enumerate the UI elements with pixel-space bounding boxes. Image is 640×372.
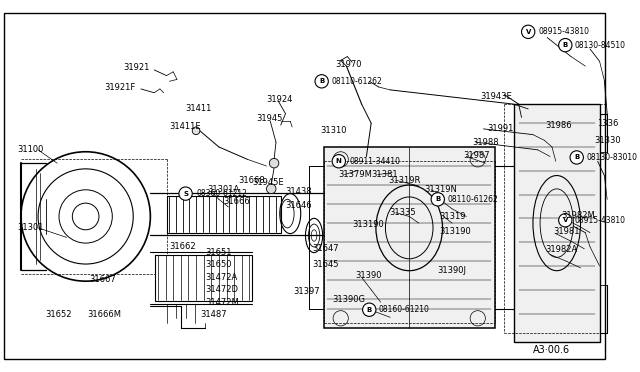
Text: 31666: 31666 [223,197,250,206]
Text: 31379M: 31379M [338,170,372,179]
Text: 31397: 31397 [293,287,320,296]
Text: 313190: 313190 [352,219,384,228]
Circle shape [570,151,584,164]
FancyBboxPatch shape [514,104,600,342]
Text: 31411E: 31411E [170,122,201,131]
Text: B: B [435,196,440,202]
Circle shape [192,127,200,135]
Text: 31330: 31330 [594,136,620,145]
Circle shape [522,25,535,38]
Text: 31472D: 31472D [205,285,239,294]
Text: 31472A: 31472A [205,273,238,282]
Text: 31381: 31381 [371,170,398,179]
Text: 31647: 31647 [312,244,339,253]
Text: 31472M: 31472M [205,298,239,307]
Text: V: V [525,29,531,35]
Circle shape [559,38,572,52]
Text: 31945E: 31945E [252,178,284,187]
Text: 313190: 313190 [440,227,472,236]
Text: 08110-61262: 08110-61262 [447,195,498,204]
Text: 08360-61212: 08360-61212 [196,189,247,198]
Text: 31986: 31986 [545,121,572,129]
Text: 08130-84510: 08130-84510 [575,41,626,49]
Bar [166,196,281,232]
Text: 31301A: 31301A [207,185,240,194]
Text: 08915-43810: 08915-43810 [575,216,626,225]
FancyBboxPatch shape [324,147,495,328]
Circle shape [363,303,376,316]
Text: 31319R: 31319R [388,176,420,185]
Text: B: B [367,307,372,313]
Circle shape [431,193,444,206]
Text: 31335: 31335 [389,208,416,217]
Text: 31319: 31319 [440,212,466,221]
Text: 1336: 1336 [596,119,618,128]
Text: 31943E: 31943E [481,92,513,101]
Text: 31487: 31487 [200,310,227,319]
Circle shape [315,75,328,88]
Text: 31970: 31970 [335,60,362,69]
Text: 08110-61262: 08110-61262 [331,77,382,86]
Text: 08911-34410: 08911-34410 [349,157,400,166]
Text: B: B [319,78,324,84]
Text: 31662: 31662 [170,243,196,251]
Text: 31666M: 31666M [88,310,122,319]
Text: 31650: 31650 [205,260,232,269]
Text: V: V [563,217,568,223]
Text: 31667: 31667 [90,275,116,284]
Text: 31652: 31652 [45,310,72,319]
Text: 31100: 31100 [17,145,44,154]
Text: S: S [183,190,188,197]
Text: 31924: 31924 [266,95,293,104]
Circle shape [332,155,346,168]
Text: 08130-83010: 08130-83010 [586,153,637,162]
Text: 31668: 31668 [238,176,265,185]
Text: 08915-43810: 08915-43810 [539,27,589,36]
Circle shape [269,158,279,168]
Text: B: B [574,154,579,160]
Text: 31645: 31645 [312,260,339,269]
Text: 31987: 31987 [463,151,490,160]
Text: 31319N: 31319N [424,185,458,194]
Text: 31945: 31945 [256,114,282,123]
Text: 31438: 31438 [285,187,312,196]
Text: 31988: 31988 [472,138,499,147]
Text: 31411: 31411 [186,105,212,113]
Circle shape [559,214,572,227]
Circle shape [179,187,192,200]
Text: 31310: 31310 [321,126,348,135]
Text: 31646: 31646 [285,201,312,209]
Text: A3·00.6: A3·00.6 [533,345,570,355]
Text: 08160-61210: 08160-61210 [379,305,429,314]
Bar [155,254,252,301]
Text: N: N [336,158,342,164]
Text: 31982A: 31982A [545,245,577,254]
Circle shape [266,184,276,193]
Text: 31982M: 31982M [561,211,595,220]
Text: 31301: 31301 [17,223,44,232]
Text: B: B [563,42,568,48]
Text: 31390J: 31390J [437,266,466,275]
Text: 31921F: 31921F [105,83,136,92]
Text: 31390: 31390 [355,271,381,280]
Text: 31921: 31921 [124,64,150,73]
Text: 31651: 31651 [205,248,232,257]
Text: 31390G: 31390G [332,295,365,304]
Text: 31991: 31991 [487,124,514,134]
Text: 31981: 31981 [553,227,579,236]
